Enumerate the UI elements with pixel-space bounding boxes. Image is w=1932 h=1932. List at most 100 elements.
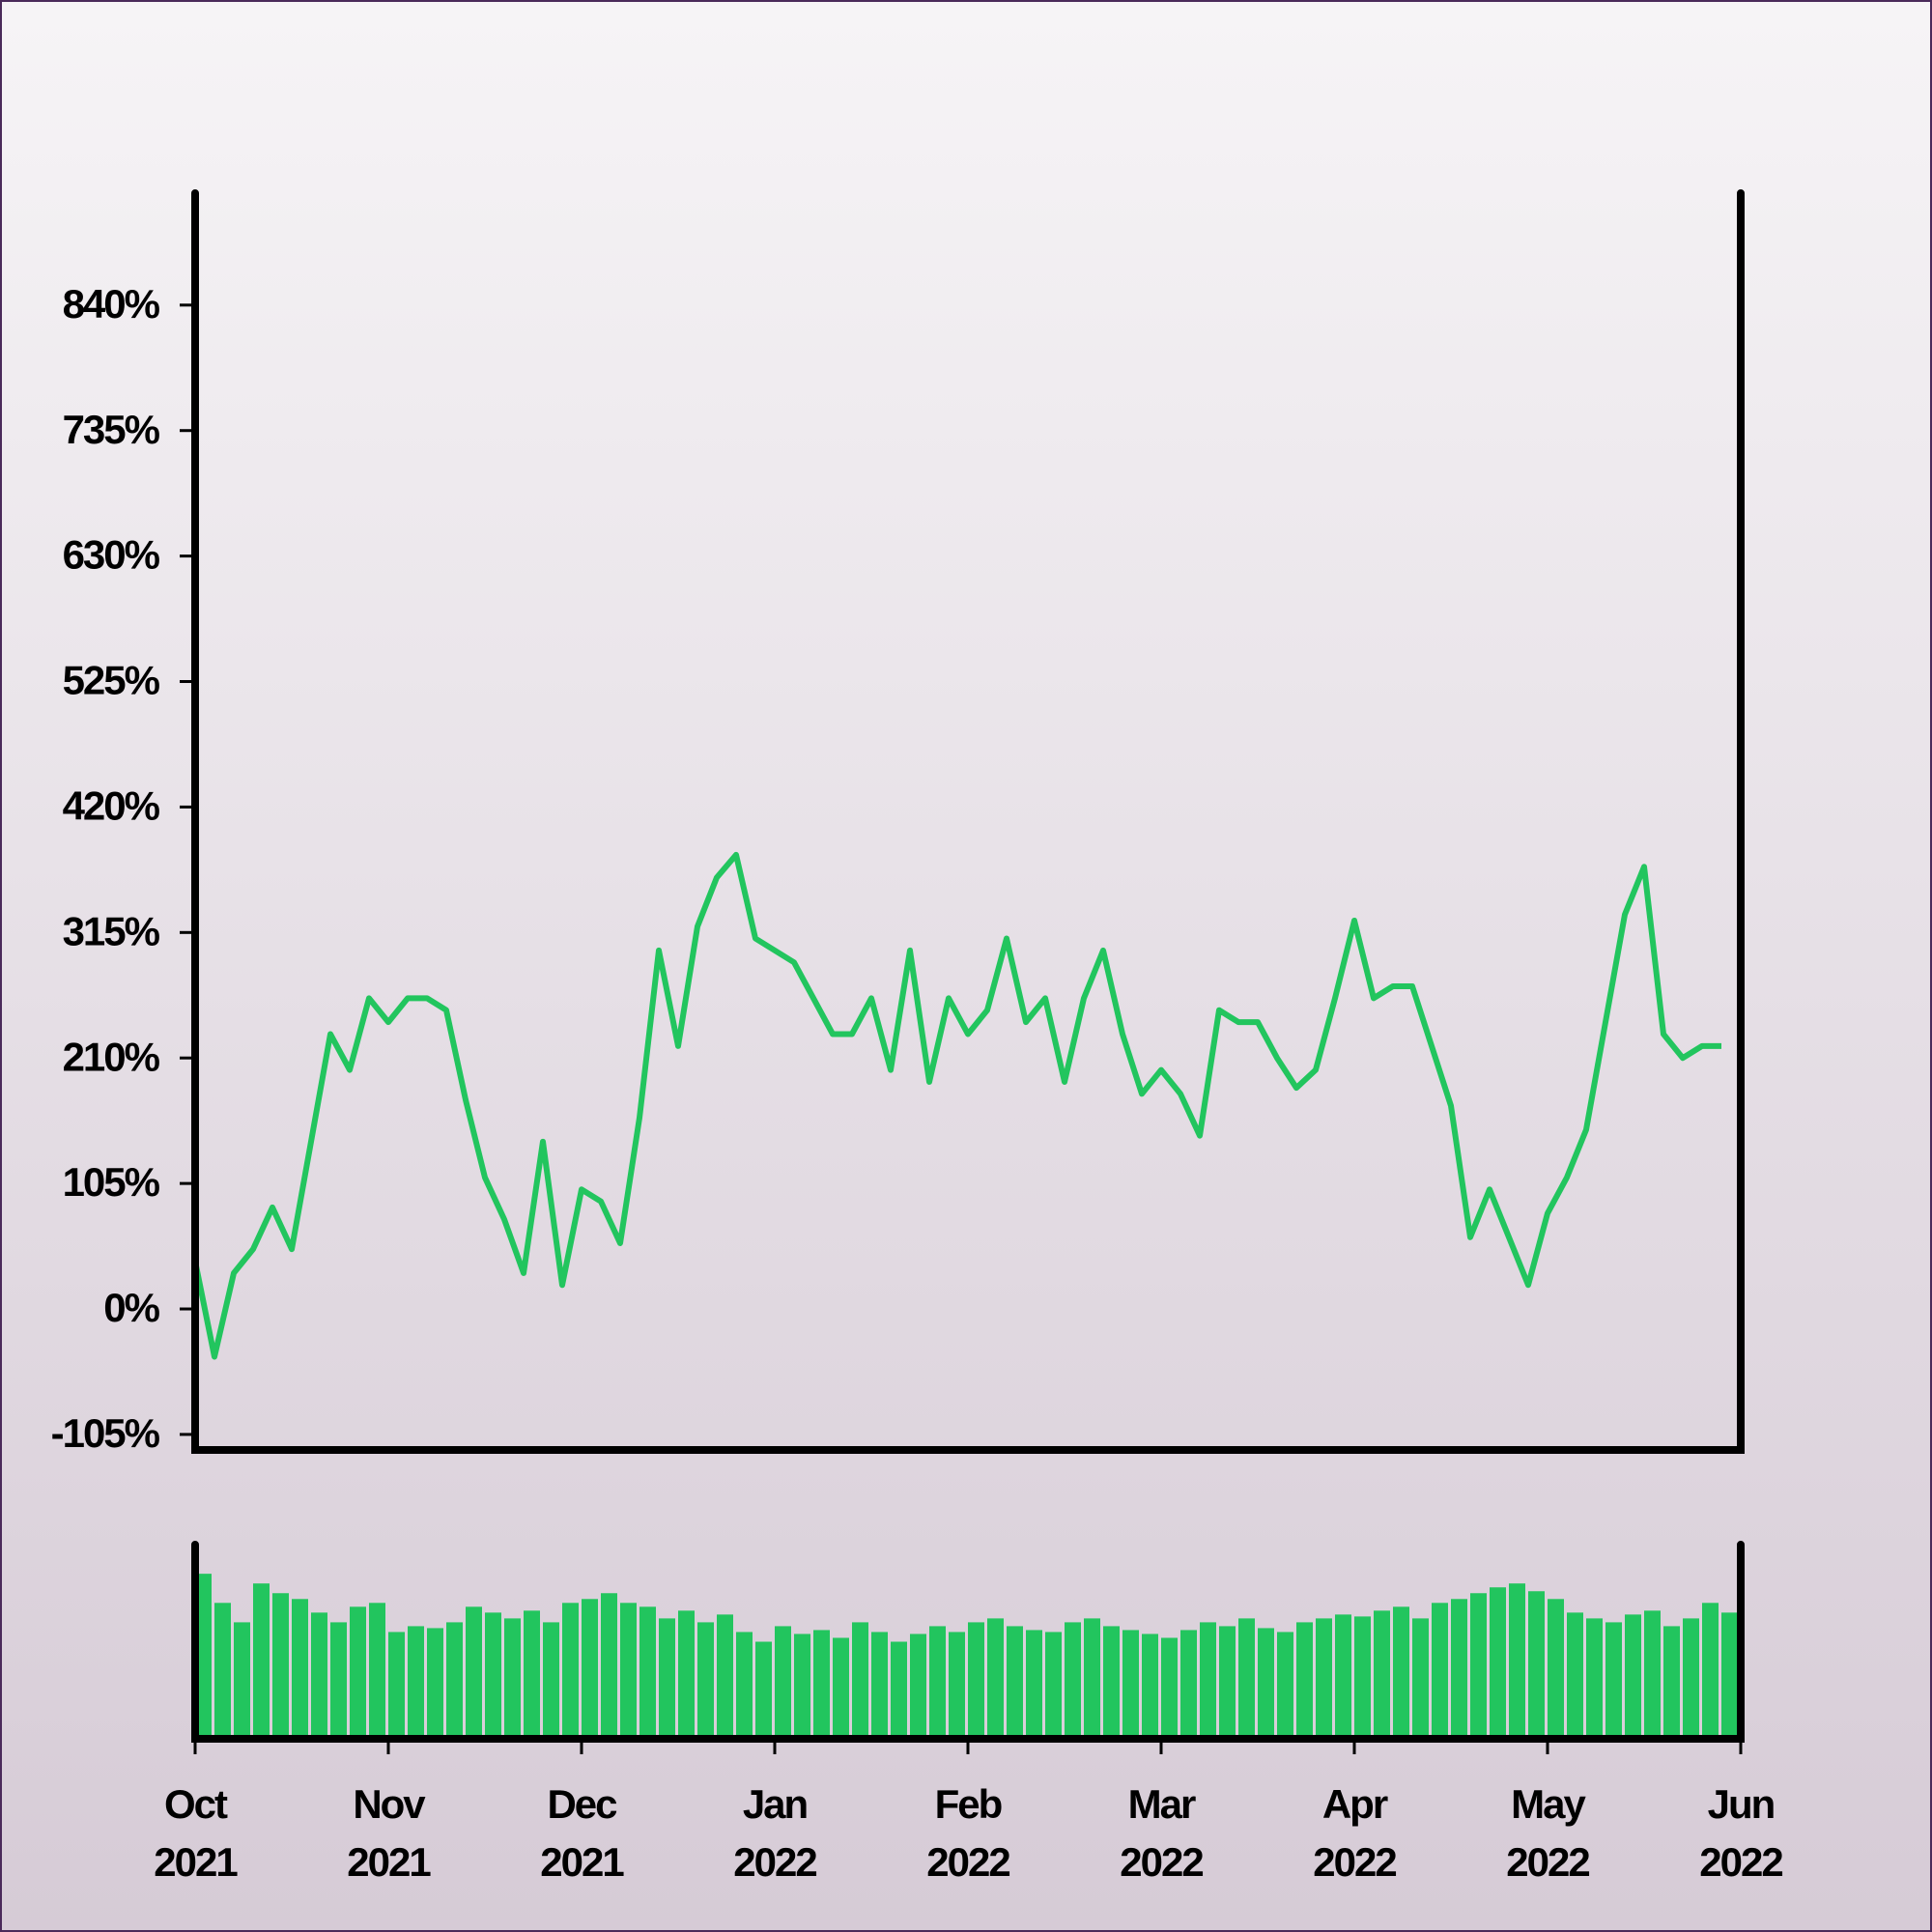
volume-bar (1528, 1591, 1545, 1739)
volume-bar (1007, 1626, 1023, 1739)
volume-bar (910, 1634, 926, 1739)
volume-bar (1258, 1628, 1274, 1739)
volume-bar (678, 1610, 695, 1739)
volume-bar (1180, 1630, 1197, 1739)
volume-bar (601, 1593, 617, 1739)
volume-bar (659, 1618, 675, 1739)
y-tick-label: 630% (63, 532, 160, 578)
y-tick-label: 315% (63, 908, 160, 953)
volume-bar (794, 1634, 810, 1739)
volume-bar (755, 1641, 772, 1739)
volume-bar (1026, 1630, 1042, 1739)
volume-bar (1548, 1599, 1564, 1739)
volume-bar (195, 1574, 212, 1739)
volume-bar (234, 1622, 250, 1739)
volume-bar (1625, 1614, 1641, 1739)
volume-bar (1683, 1618, 1699, 1739)
volume-bar (427, 1628, 443, 1739)
volume-bar (1316, 1618, 1332, 1739)
volume-bar (369, 1603, 385, 1739)
volume-bar (1605, 1622, 1622, 1739)
volume-bar (1142, 1634, 1158, 1739)
y-tick-label: -105% (51, 1410, 160, 1456)
y-tick-label: 735% (63, 407, 160, 452)
volume-bar (1219, 1626, 1236, 1739)
volume-bar (1296, 1622, 1313, 1739)
x-tick-label: Oct 2021 (154, 1781, 238, 1885)
x-tick-label: Dec 2021 (540, 1781, 624, 1885)
volume-bar (1084, 1618, 1100, 1739)
volume-bar (775, 1626, 791, 1739)
volume-bar (272, 1593, 289, 1739)
volume-bar (388, 1632, 405, 1739)
volume-bar (562, 1603, 579, 1739)
volume-bar (871, 1632, 888, 1739)
volume-bar (1374, 1610, 1390, 1739)
x-tick-label: Jun 2022 (1699, 1781, 1783, 1885)
volume-bar (620, 1603, 637, 1739)
volume-bar (504, 1618, 521, 1739)
x-tick-label: Apr 2022 (1313, 1781, 1397, 1885)
x-tick-label: Feb 2022 (926, 1781, 1010, 1885)
volume-bar (1721, 1612, 1738, 1739)
volume-bar (1103, 1626, 1120, 1739)
volume-bar (968, 1622, 984, 1739)
x-tick-label: May 2022 (1506, 1781, 1590, 1885)
volume-bar (1490, 1587, 1506, 1739)
volume-bar (292, 1599, 308, 1739)
volume-bar (833, 1637, 849, 1739)
volume-bar (697, 1622, 714, 1739)
volume-bar (446, 1622, 463, 1739)
volume-bar (485, 1612, 501, 1739)
volume-bar (852, 1622, 868, 1739)
volume-bar (1122, 1630, 1139, 1739)
volume-bar (1567, 1612, 1583, 1739)
volume-bar (253, 1583, 270, 1739)
volume-bar (949, 1632, 965, 1739)
y-tick-label: 0% (103, 1285, 159, 1330)
volume-bar (1644, 1610, 1661, 1739)
volume-bar (736, 1632, 753, 1739)
volume-bar (1451, 1599, 1467, 1739)
x-tick-label: Jan 2022 (733, 1781, 817, 1885)
y-tick-label: 105% (63, 1159, 160, 1205)
x-tick-label: Mar 2022 (1120, 1781, 1204, 1885)
volume-bar (1393, 1606, 1409, 1739)
y-tick-label: 840% (63, 281, 160, 327)
volume-bar (1277, 1632, 1293, 1739)
volume-bar (1663, 1626, 1680, 1739)
volume-bar (1238, 1618, 1255, 1739)
volume-bar (1045, 1632, 1062, 1739)
volume-bar (543, 1622, 559, 1739)
volume-bar (524, 1610, 540, 1739)
volume-bar (350, 1606, 366, 1739)
volume-bar (987, 1618, 1004, 1739)
volume-bar (466, 1606, 482, 1739)
volume-bar (1702, 1603, 1719, 1739)
volume-bar (639, 1606, 656, 1739)
volume-bar (891, 1641, 907, 1739)
volume-frame (191, 1541, 1745, 1743)
volume-bar (1161, 1637, 1178, 1739)
volume-bar (408, 1626, 424, 1739)
volume-bar (1432, 1603, 1448, 1739)
y-tick-label: 420% (63, 783, 160, 829)
y-tick-label: 525% (63, 658, 160, 703)
volume-bar (929, 1626, 946, 1739)
volume-bar (813, 1630, 830, 1739)
volume-bar (311, 1612, 327, 1739)
volume-bar (1412, 1618, 1429, 1739)
volume-bar (214, 1603, 231, 1739)
x-tick-label: Nov 2021 (347, 1781, 431, 1885)
price-line (192, 851, 1721, 1360)
frame (191, 189, 1745, 1454)
volume-bar (1354, 1616, 1371, 1739)
volume-bar (1335, 1614, 1351, 1739)
volume-bar (1470, 1593, 1487, 1739)
volume-bar (717, 1614, 733, 1739)
volume-bar (1509, 1583, 1525, 1739)
y-tick-label: 210% (63, 1034, 160, 1079)
volume-bar (1065, 1622, 1081, 1739)
volume-bar (582, 1599, 598, 1739)
